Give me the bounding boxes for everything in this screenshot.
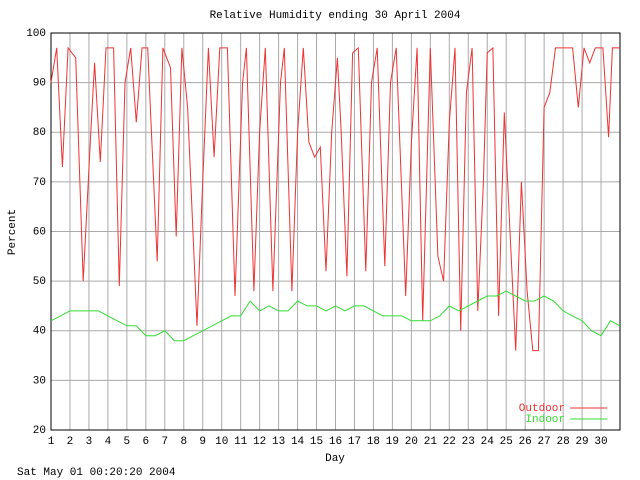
- x-tick-label: 19: [386, 436, 399, 448]
- y-axis-label: Percent: [7, 209, 19, 255]
- legend-label: Outdoor: [519, 403, 565, 415]
- x-tick-label: 8: [180, 436, 187, 448]
- x-tick-label: 12: [253, 436, 266, 448]
- plot-border: [50, 32, 621, 431]
- y-tick-label: 40: [33, 326, 46, 338]
- data-line: [50, 46, 620, 352]
- x-axis-label: Day: [325, 453, 345, 465]
- footer: Sat May 01 00:20:20 2004: [17, 467, 176, 479]
- y-tick-label: 90: [33, 78, 46, 90]
- x-tick-label: 1: [48, 436, 55, 448]
- y-tick-label: 50: [33, 276, 46, 288]
- x-tick-label: 28: [556, 436, 569, 448]
- x-tick-label: 11: [234, 436, 248, 448]
- x-tick-label: 3: [86, 436, 93, 448]
- y-tick-label: 70: [33, 177, 46, 189]
- x-tick-label: 4: [105, 436, 112, 448]
- x-tick-label: 29: [575, 436, 588, 448]
- y-tick-label: 100: [26, 28, 46, 40]
- y-tick-label: 30: [33, 375, 46, 387]
- x-tick-label: 7: [161, 436, 168, 448]
- x-tick-label: 24: [481, 436, 495, 448]
- x-tick-label: 17: [348, 436, 361, 448]
- x-tick-label: 16: [329, 436, 342, 448]
- y-tick-label: 80: [33, 127, 46, 139]
- x-tick-label: 21: [424, 436, 438, 448]
- x-tick-label: 22: [443, 436, 456, 448]
- x-tick-label: 15: [310, 436, 323, 448]
- x-tick-label: 2: [67, 436, 74, 448]
- x-tick-label: 6: [143, 436, 150, 448]
- legend-label: Indoor: [525, 414, 565, 426]
- x-tick-label: 20: [405, 436, 418, 448]
- x-tick-label: 5: [124, 436, 131, 448]
- x-tick-label: 23: [462, 436, 475, 448]
- x-tick-label: 14: [291, 436, 305, 448]
- x-tick-label: 13: [272, 436, 285, 448]
- chart-title: Relative Humidity ending 30 April 2004: [210, 10, 461, 22]
- x-tick-label: 30: [594, 436, 607, 448]
- x-tick-label: 18: [367, 436, 380, 448]
- x-tick-label: 25: [500, 436, 513, 448]
- x-tick-label: 9: [199, 436, 206, 448]
- x-tick-label: 27: [538, 436, 551, 448]
- y-tick-label: 60: [33, 226, 46, 238]
- y-tick-label: 20: [33, 425, 46, 437]
- x-tick-label: 26: [519, 436, 532, 448]
- data-line: [50, 290, 621, 342]
- x-tick-label: 10: [215, 436, 228, 448]
